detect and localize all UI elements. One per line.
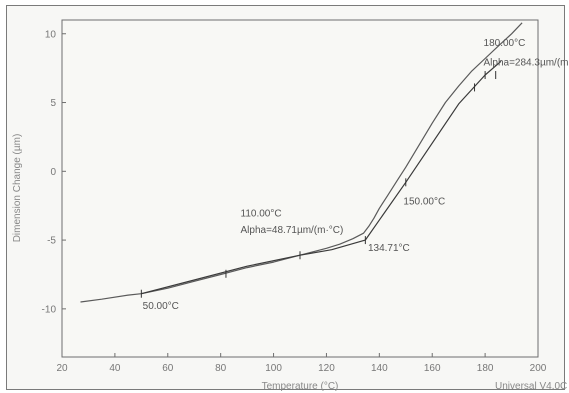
x-tick-label-7: 160 <box>424 363 441 374</box>
annotation-3: 134.71°C <box>368 243 410 254</box>
y-tick-label-0: 10 <box>45 29 57 40</box>
y-axis: 10 5 0 -5 -10 <box>42 29 66 315</box>
x-tick-label-6: 140 <box>371 363 388 374</box>
x-axis-title: Temperature (°C) <box>262 381 339 392</box>
annotation-5: Alpha=48.71µm/(m·°C) <box>241 225 344 236</box>
annotation-6: 50.00°C <box>143 301 179 312</box>
x-axis: 20 40 60 80 100 120 140 160 180 200 <box>56 353 547 374</box>
annotation-4: 110.00°C <box>241 209 282 220</box>
series-layer <box>80 22 523 303</box>
x-tick-label-0: 20 <box>56 363 68 374</box>
annotation-layer: 180.00°C Alpha=284.3µm/(m·°C) 150.00°C 134.… <box>143 38 569 312</box>
x-tick-label-2: 60 <box>162 363 174 374</box>
x-tick-label-5: 120 <box>318 363 335 374</box>
annotation-2: 150.00°C <box>403 196 445 207</box>
x-tick-label-3: 80 <box>215 363 227 374</box>
footer-label: Universal V4.0C <box>495 381 567 392</box>
annotation-0: 180.00°C <box>484 38 526 49</box>
x-tick-label-9: 200 <box>530 363 547 374</box>
series-line-2 <box>364 60 502 241</box>
marker-layer <box>140 71 497 298</box>
x-tick-label-8: 180 <box>477 363 494 374</box>
y-tick-label-2: 0 <box>50 167 56 178</box>
y-axis-title: Dimension Change (µm) <box>12 134 23 243</box>
x-tick-label-1: 40 <box>109 363 121 374</box>
y-tick-label-3: -5 <box>47 236 56 247</box>
y-tick-label-4: -10 <box>42 304 57 315</box>
plot-area <box>61 19 539 358</box>
series-line-1 <box>141 239 366 295</box>
annotation-1: Alpha=284.3µm/(m·°C) <box>484 57 569 68</box>
x-tick-label-4: 100 <box>265 363 282 374</box>
series-line-0 <box>80 22 523 303</box>
y-tick-label-1: 5 <box>50 98 56 109</box>
